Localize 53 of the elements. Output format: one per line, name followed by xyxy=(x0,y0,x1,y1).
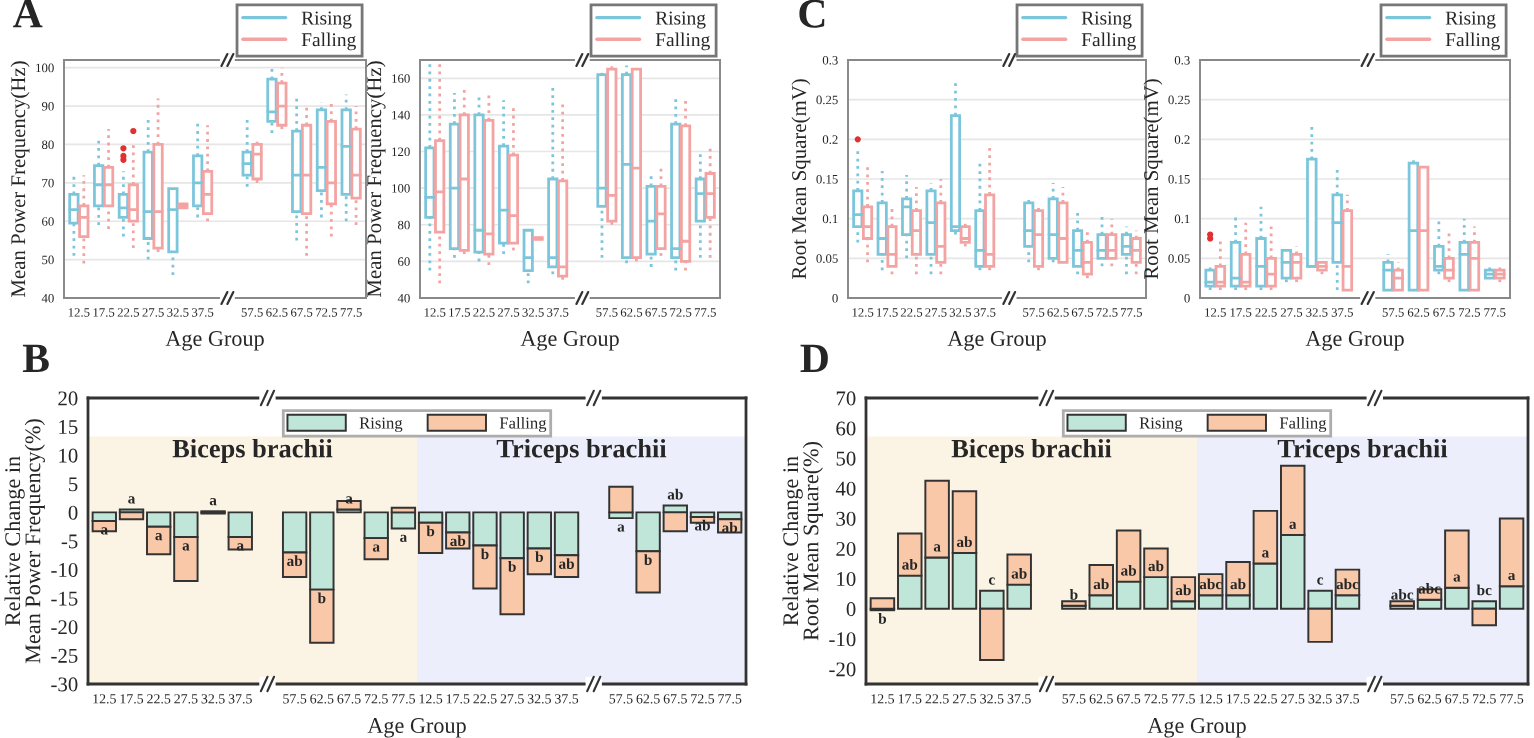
y-tick-label: 20 xyxy=(836,541,856,556)
legend-label: Falling xyxy=(499,416,547,433)
y-tick-label: 60 xyxy=(836,421,856,436)
chart-title: A xyxy=(13,0,43,28)
y-axis-title: Relative Change in Mean Power Frequency(%) xyxy=(4,419,45,664)
legend-label: Falling xyxy=(1279,416,1327,433)
x-axis-title: Age Group xyxy=(165,331,264,351)
x-axis-title: Age Group xyxy=(1147,718,1246,738)
y-tick-label: 0 xyxy=(68,505,78,520)
legend-label: Falling xyxy=(301,32,356,51)
y-tick-label: 0 xyxy=(846,602,856,617)
y-tick-label: 50 xyxy=(836,451,856,466)
y-tick-label: -30 xyxy=(51,677,78,692)
legend-label: Rising xyxy=(1081,11,1132,29)
legend-label: Falling xyxy=(1081,32,1136,51)
y-tick-label: -10 xyxy=(51,562,78,578)
legend-label: Falling xyxy=(1445,32,1500,51)
y-tick-label: -25 xyxy=(51,648,78,663)
y-tick-label: 15 xyxy=(59,420,78,435)
y-tick-label: 30 xyxy=(836,511,856,526)
chart-title: C xyxy=(799,0,825,28)
annotation: Biceps brachii xyxy=(172,438,333,463)
y-axis-title: Root Mean Square(mV) xyxy=(1143,79,1163,280)
annotation: Triceps brachii xyxy=(1277,438,1448,463)
legend-label: Falling xyxy=(655,32,710,51)
y-tick-label: -15 xyxy=(51,591,78,606)
annotation: Triceps brachii xyxy=(496,438,667,463)
y-tick-label: -20 xyxy=(51,620,78,635)
chart-title: D xyxy=(800,344,828,373)
y-axis-title: Mean Power Frequency(Hz) xyxy=(10,61,30,297)
y-tick-label: 20 xyxy=(58,391,78,406)
y-tick-label: 40 xyxy=(835,481,856,496)
y-tick-label: 70 xyxy=(836,391,856,406)
chart-title: B xyxy=(22,344,49,373)
x-axis-title: Age Group xyxy=(1305,331,1404,351)
y-tick-label: -10 xyxy=(829,632,856,647)
y-tick-label: -20 xyxy=(829,662,856,677)
legend-label: Rising xyxy=(301,11,352,29)
y-tick-label: 10 xyxy=(837,572,856,587)
y-axis-title: Mean Power Frequency(Hz) xyxy=(366,61,386,297)
y-tick-label: 5 xyxy=(69,477,78,492)
y-tick-label: 10 xyxy=(59,448,78,463)
x-axis-title: Age Group xyxy=(520,331,619,351)
y-axis-title: Root Mean Square(mV) xyxy=(791,79,811,280)
legend-label: Rising xyxy=(655,11,706,29)
x-axis-title: Age Group xyxy=(947,331,1046,351)
y-axis-title: Relative Change in Root Mean Square(%) xyxy=(782,442,823,641)
legend-label: Rising xyxy=(1445,11,1496,29)
legend-label: Rising xyxy=(1139,417,1183,433)
legend-label: Rising xyxy=(359,417,403,433)
annotation: Biceps brachii xyxy=(951,438,1112,463)
y-tick-label: -5 xyxy=(61,534,78,549)
x-axis-title: Age Group xyxy=(367,718,466,738)
